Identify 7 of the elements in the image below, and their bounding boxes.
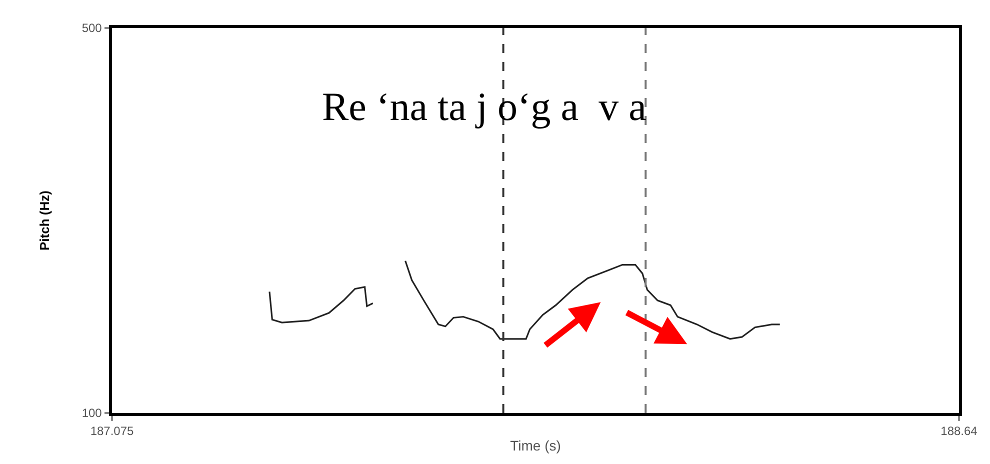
x-axis-title: Time (s) <box>510 437 561 454</box>
y-tick-label: 500 <box>82 21 102 36</box>
y-axis-title: Pitch (Hz) <box>36 190 52 250</box>
x-tick-label: 187.075 <box>90 424 134 438</box>
x-tick-label: 188.64 <box>940 424 978 438</box>
y-tick-label: 100 <box>82 406 102 420</box>
annotation: Re ‘na ta j o‘g a v a <box>322 84 647 129</box>
